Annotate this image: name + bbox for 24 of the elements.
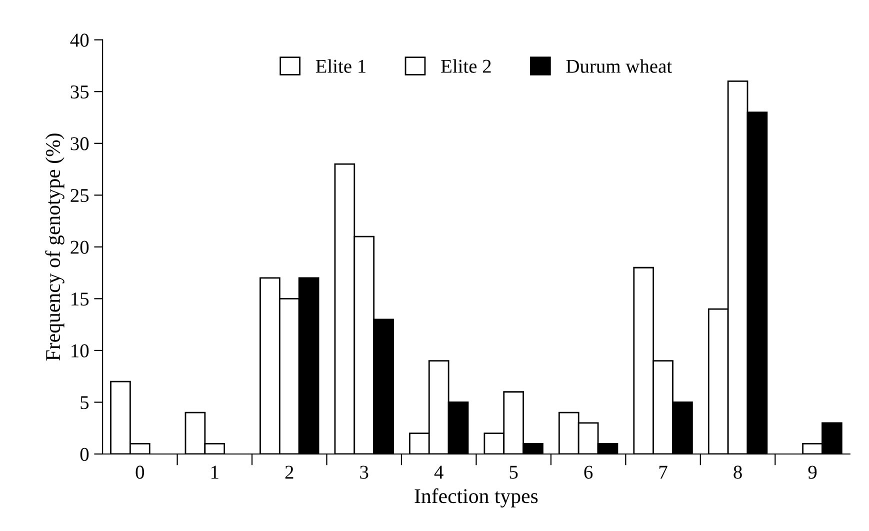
y-tick-label: 15 <box>72 292 89 306</box>
y-tick-label: 0 <box>80 448 89 461</box>
y-axis-title: Frequency of genotype (%) <box>45 134 64 361</box>
x-tick-label: 1 <box>211 466 218 479</box>
x-tick-label: 4 <box>434 466 444 479</box>
x-tick-label: 8 <box>734 466 742 479</box>
legend-label: Elite 1 <box>316 59 366 73</box>
legend-label: Durum wheat <box>566 59 672 73</box>
y-tick-label: 20 <box>70 240 89 254</box>
x-tick-label: 9 <box>808 466 817 479</box>
y-tick-label: 30 <box>70 137 89 150</box>
x-axis-title: Infection types <box>414 488 538 508</box>
x-tick-label: 0 <box>136 466 144 479</box>
y-tick-label: 10 <box>72 344 89 358</box>
y-tick-label: 5 <box>80 396 89 410</box>
y-tick-label: 35 <box>70 85 89 99</box>
x-tick-label: 6 <box>584 466 593 479</box>
y-tick-label: 40 <box>70 34 89 47</box>
x-tick-label: 7 <box>659 466 668 479</box>
x-tick-label: 5 <box>510 466 518 479</box>
legend-label: Elite 2 <box>441 59 491 73</box>
y-tick-label: 25 <box>70 189 89 202</box>
x-tick-label: 2 <box>285 466 294 479</box>
x-tick-label: 3 <box>360 466 368 479</box>
